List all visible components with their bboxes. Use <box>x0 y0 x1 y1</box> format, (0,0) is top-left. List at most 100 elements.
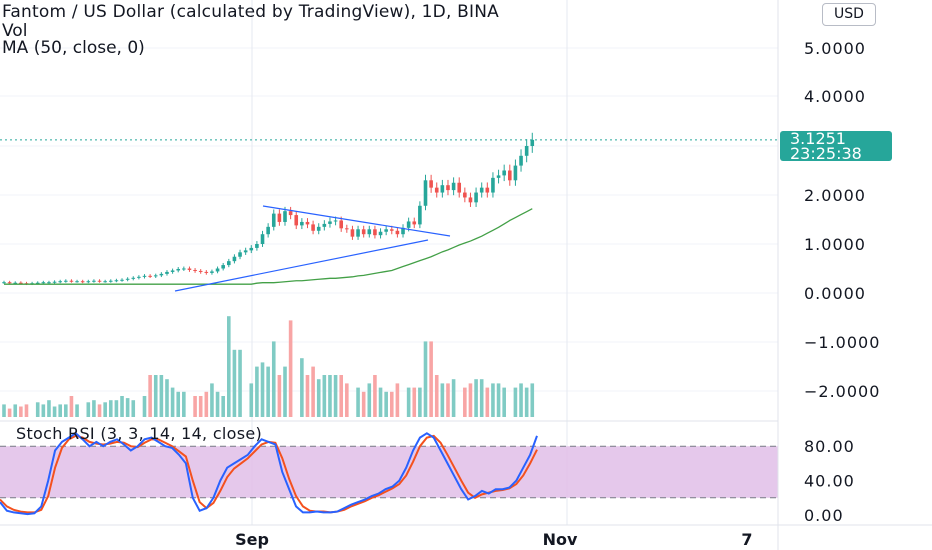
candle <box>170 270 175 272</box>
candle <box>406 221 411 228</box>
trendline-upper <box>262 205 451 237</box>
candle <box>418 205 422 225</box>
volume-bar <box>148 375 152 417</box>
volume-bar <box>170 387 175 417</box>
volume-bar <box>491 383 495 417</box>
volume-bar <box>485 387 490 417</box>
volume-bar <box>108 400 113 417</box>
volume-bars <box>2 316 535 417</box>
candle <box>204 271 209 273</box>
volume-bar <box>502 387 506 417</box>
candle <box>412 221 417 225</box>
candle <box>513 165 518 181</box>
volume-bar <box>131 400 136 417</box>
volume-bar <box>440 383 445 417</box>
candle <box>361 229 366 235</box>
volume-bar <box>519 383 523 417</box>
candle <box>41 282 46 284</box>
volume-bar <box>142 396 147 417</box>
y-tick-label: 5.0000 <box>804 39 866 58</box>
candle <box>524 146 529 156</box>
candle <box>19 282 23 284</box>
volume-bar <box>288 320 293 417</box>
candle <box>294 215 299 226</box>
last-price-tag: 3.1251 23:25:38 <box>780 131 892 163</box>
candle <box>238 252 242 257</box>
countdown-timer: 23:25:38 <box>790 144 862 163</box>
candle <box>333 220 338 222</box>
volume-bar <box>260 362 265 417</box>
volume-bar <box>97 404 102 417</box>
volume-bar <box>120 396 124 417</box>
candle <box>468 197 473 203</box>
volume-bar <box>271 341 276 417</box>
candle <box>288 211 293 216</box>
volume-bar <box>19 406 23 417</box>
candle <box>401 227 405 235</box>
x-tick-label: Nov <box>543 530 578 549</box>
candle <box>485 187 490 193</box>
volume-bar <box>35 402 40 417</box>
volume-bar <box>215 391 220 417</box>
candle <box>429 180 433 188</box>
candle <box>508 170 512 181</box>
candle <box>356 229 360 237</box>
candle <box>491 177 495 193</box>
volume-bar <box>75 404 79 417</box>
candle <box>266 226 270 235</box>
candle <box>232 256 237 262</box>
volume-bar <box>345 383 349 417</box>
y-tick-label: −2.0000 <box>804 382 880 401</box>
candle <box>153 275 158 277</box>
volume-bar <box>468 383 473 417</box>
y-tick-label: 1.0000 <box>804 235 866 254</box>
volume-bar <box>395 383 400 417</box>
volume-bar <box>339 375 343 417</box>
candle <box>142 275 147 277</box>
candle <box>322 223 327 227</box>
candle <box>92 280 96 282</box>
volume-bar <box>193 396 197 417</box>
volume-bar <box>103 402 107 417</box>
volume-bar <box>7 408 12 417</box>
candle <box>389 229 394 231</box>
stoch-rsi-lines <box>0 432 538 516</box>
volume-bar <box>198 396 203 417</box>
volume-bar <box>221 396 225 417</box>
stoch-y-tick-label: 0.00 <box>804 506 844 525</box>
candle <box>187 268 192 270</box>
candle <box>316 226 321 231</box>
candle <box>457 182 462 193</box>
volume-bar <box>64 404 68 417</box>
candle <box>519 155 523 166</box>
candle <box>474 192 478 203</box>
candle <box>176 268 181 271</box>
stoch-rsi-legend: Stoch RSI (3, 3, 14, 14, close) <box>16 424 263 443</box>
candle <box>69 280 74 282</box>
candle <box>378 231 383 236</box>
volume-bar <box>434 375 439 417</box>
candle <box>260 234 265 244</box>
candle <box>7 282 12 284</box>
volume-bar <box>406 387 411 417</box>
candle <box>80 281 85 283</box>
volume-bar <box>311 366 315 417</box>
volume-bar <box>418 387 422 417</box>
volume-bar <box>125 398 130 417</box>
volume-bar <box>92 400 96 417</box>
candle <box>103 281 107 283</box>
trendline-lower <box>174 239 429 292</box>
volume-bar <box>165 379 169 417</box>
candle <box>193 269 197 271</box>
candle <box>339 220 343 229</box>
candle <box>131 277 136 279</box>
candle <box>221 265 225 269</box>
candle <box>384 229 388 232</box>
volume-bar <box>333 375 338 417</box>
volume-bar <box>41 404 46 417</box>
currency-button[interactable]: USD <box>822 3 876 26</box>
candle <box>440 185 445 193</box>
volume-bar <box>2 404 6 417</box>
candle <box>328 221 332 224</box>
